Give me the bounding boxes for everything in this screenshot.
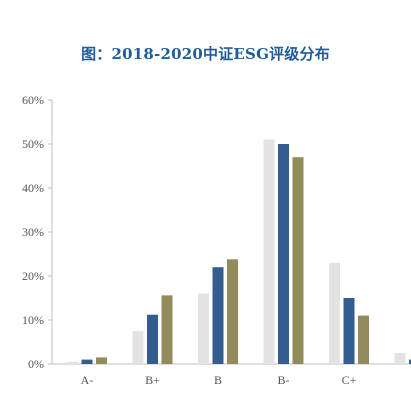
bar-B-series-2 <box>212 267 224 364</box>
bar-B-series-1 <box>198 293 209 364</box>
bar-B--series-1 <box>263 139 275 364</box>
x-tick-label: B+ <box>145 373 160 387</box>
y-tick-label: 20% <box>22 269 44 283</box>
chart-title: 图：2018-2020中证ESG评级分布 <box>81 45 330 63</box>
bar-C-series-1 <box>394 353 406 364</box>
x-tick-label: C+ <box>342 373 357 387</box>
x-axis: A-B+BB-C+C <box>52 363 411 387</box>
bar-C+-series-2 <box>343 298 355 364</box>
y-tick-label: 10% <box>22 313 44 327</box>
bar-B--series-2 <box>278 144 289 364</box>
x-tick-label: B <box>214 373 222 387</box>
y-tick-label: 40% <box>22 181 44 195</box>
bar-C+-series-1 <box>329 262 340 364</box>
bar-B-series-3 <box>227 259 238 364</box>
x-tick-label: A- <box>81 373 94 387</box>
bar-A--series-3 <box>96 357 107 364</box>
bar-A--series-1 <box>67 361 78 364</box>
bar-C-series-2 <box>409 359 411 364</box>
y-tick-label: 30% <box>22 225 44 239</box>
bar-C+-series-3 <box>358 315 369 364</box>
bar-B+-series-3 <box>161 295 173 364</box>
bar-B+-series-1 <box>132 331 144 364</box>
y-tick-label: 60% <box>22 93 44 107</box>
bar-B+-series-2 <box>147 314 158 364</box>
bars <box>67 139 411 364</box>
bar-B--series-3 <box>292 157 304 364</box>
y-tick-label: 0% <box>28 357 44 371</box>
bar-A--series-2 <box>81 359 93 364</box>
y-tick-label: 50% <box>22 137 44 151</box>
y-axis: 0% 10% 20% 30% 40% 50% 60% <box>22 93 53 371</box>
x-tick-label: B- <box>278 373 290 387</box>
